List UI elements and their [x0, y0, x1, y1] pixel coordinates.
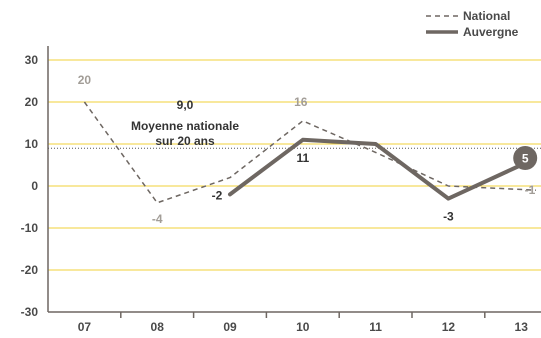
national-data-label: -1	[525, 183, 536, 197]
y-tick-label: -10	[21, 221, 39, 235]
reference-label-line1: Moyenne nationale	[131, 119, 239, 133]
x-tick-label: 09	[223, 320, 237, 334]
series-lines	[83, 101, 537, 204]
x-tick-label: 08	[151, 320, 165, 334]
y-tick-label: 0	[31, 179, 38, 193]
y-tick-label: 30	[25, 53, 39, 67]
y-tick-label: 10	[25, 137, 39, 151]
reference-value-label: 9,0	[177, 98, 194, 112]
series-auvergne-line	[228, 137, 524, 201]
legend-national-label: National	[463, 9, 510, 23]
x-axis: 07 08 09 10 11 12 13	[48, 311, 541, 334]
legend-auvergne-label: Auvergne	[463, 25, 519, 39]
x-tick-label: 11	[369, 320, 382, 334]
auvergne-data-label: 11	[296, 151, 309, 165]
y-tick-label: -20	[21, 263, 39, 277]
auvergne-data-label: 5	[522, 152, 529, 166]
legend: National Auvergne	[426, 9, 519, 39]
auvergne-end-badge	[513, 146, 538, 170]
data-labels: 20 -4 16 -1 -2 11 -3 5	[78, 73, 538, 226]
x-tick-label: 13	[515, 320, 529, 334]
national-data-label: 20	[78, 73, 92, 87]
y-tick-label: -30	[21, 305, 39, 319]
reference-label-line2: sur 20 ans	[155, 134, 215, 148]
national-data-label: 16	[294, 95, 308, 109]
national-data-label: -4	[152, 212, 163, 226]
y-axis: 30 20 10 0 -10 -20 -30	[21, 46, 49, 319]
y-tick-label: 20	[25, 95, 39, 109]
x-tick-label: 12	[442, 320, 456, 334]
auvergne-data-label: -2	[212, 188, 223, 202]
auvergne-data-label: -3	[443, 210, 454, 224]
x-tick-label: 07	[78, 320, 92, 334]
x-tick-label: 10	[296, 320, 310, 334]
series-national-line	[83, 101, 537, 204]
